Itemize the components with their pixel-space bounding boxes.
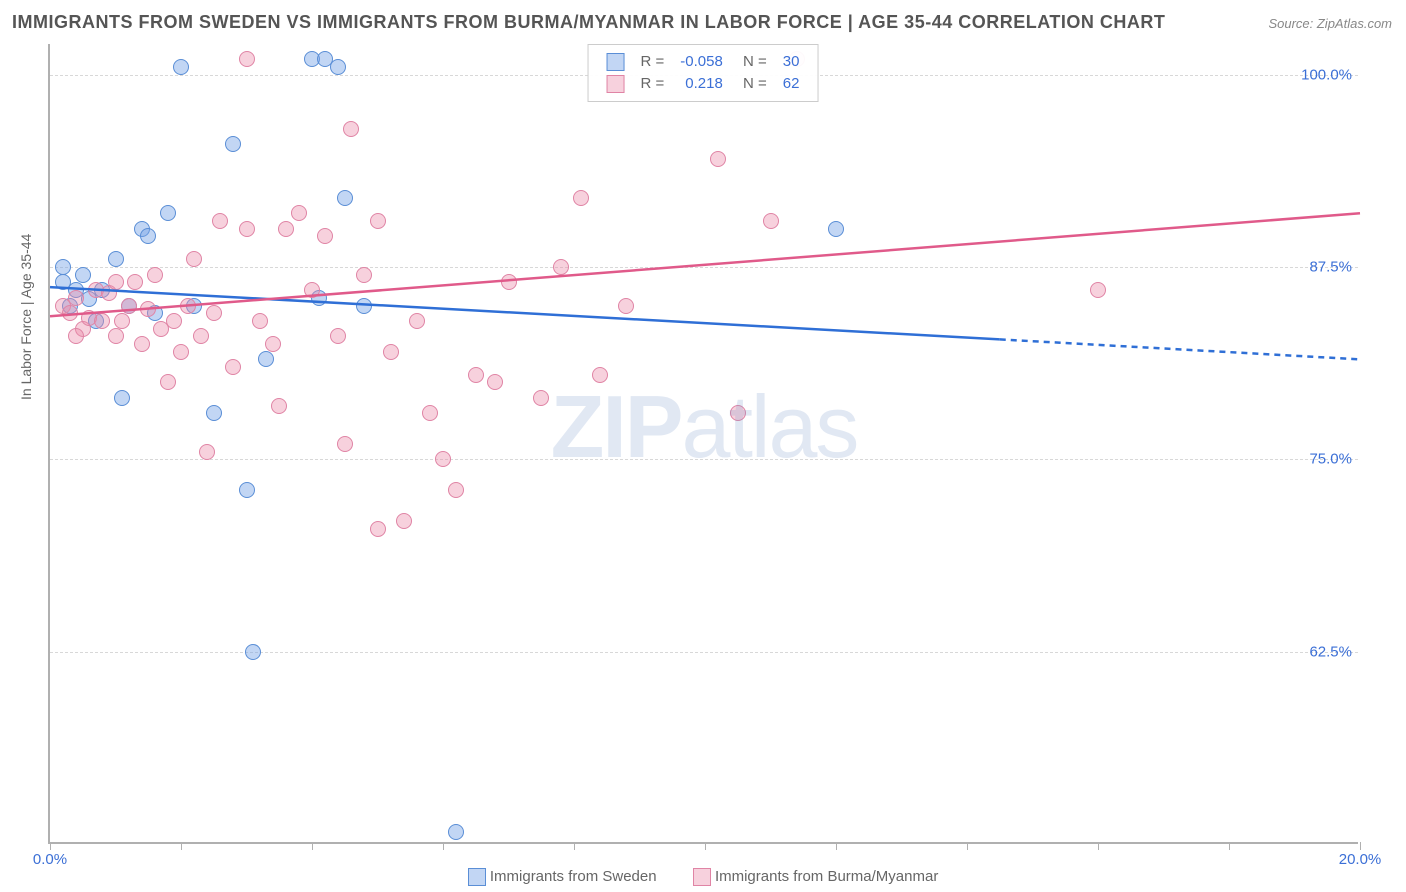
x-tick <box>967 842 968 850</box>
x-tick <box>574 842 575 850</box>
r-burma: 0.218 <box>672 73 731 95</box>
chart-title: IMMIGRANTS FROM SWEDEN VS IMMIGRANTS FRO… <box>12 12 1165 33</box>
r-sweden: -0.058 <box>672 51 731 73</box>
trend-line <box>50 287 1000 339</box>
plot-area: ZIPatlas 62.5%75.0%87.5%100.0%0.0%20.0% <box>48 44 1358 844</box>
x-tick <box>1098 842 1099 850</box>
x-tick-label-left: 0.0% <box>33 851 67 868</box>
x-tick <box>50 842 51 850</box>
x-tick <box>705 842 706 850</box>
plot-svg <box>50 44 1358 842</box>
series-label-sweden: Immigrants from Sweden <box>490 868 657 885</box>
swatch-bottom-burma <box>693 868 711 886</box>
legend-correlation: R = -0.058 N = 30 R = 0.218 N = 62 <box>588 44 819 102</box>
source-label: Source: ZipAtlas.com <box>1268 16 1392 31</box>
trend-line <box>1000 339 1360 359</box>
n-sweden: 30 <box>775 51 808 73</box>
n-burma: 62 <box>775 73 808 95</box>
x-tick <box>1360 842 1361 850</box>
legend-row-burma: R = 0.218 N = 62 <box>599 73 808 95</box>
x-tick <box>181 842 182 850</box>
x-tick-label-right: 20.0% <box>1339 851 1382 868</box>
legend-series: Immigrants from Sweden Immigrants from B… <box>0 868 1406 886</box>
x-tick <box>836 842 837 850</box>
trend-line <box>50 213 1360 316</box>
series-label-burma: Immigrants from Burma/Myanmar <box>715 868 938 885</box>
y-axis-label: In Labor Force | Age 35-44 <box>18 234 34 400</box>
x-tick <box>312 842 313 850</box>
swatch-burma <box>607 75 625 93</box>
swatch-sweden <box>607 53 625 71</box>
x-tick <box>1229 842 1230 850</box>
x-tick <box>443 842 444 850</box>
legend-row-sweden: R = -0.058 N = 30 <box>599 51 808 73</box>
swatch-bottom-sweden <box>468 868 486 886</box>
